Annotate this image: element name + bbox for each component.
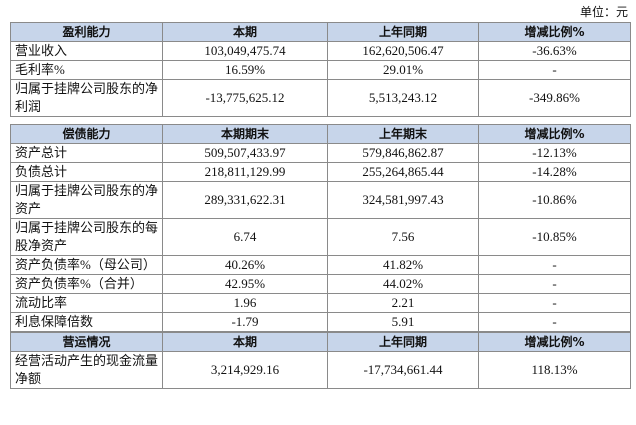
value-cell: 324,581,997.43 (327, 181, 479, 219)
value-cell: -14.28% (478, 162, 631, 182)
header-cell: 增减比例% (478, 124, 631, 144)
header-cell: 上年同期 (327, 22, 479, 42)
value-cell: - (478, 293, 631, 313)
row-label: 资产总计 (10, 143, 163, 163)
data-row: 归属于挂牌公司股东的净利润 -13,775,625.12 5,513,243.12-… (10, 79, 631, 117)
value-cell: -36.63% (478, 41, 631, 61)
value-cell: -1.79 (162, 312, 328, 332)
row-label: 归属于挂牌公司股东的每股净资产 (10, 218, 163, 256)
row-label: 资产负债率%（合并） (10, 274, 163, 294)
value-cell: 5.91 (327, 312, 479, 332)
value-cell: 255,264,865.44 (327, 162, 479, 182)
row-label: 经营活动产生的现金流量净额 (10, 351, 163, 389)
value-cell: -10.85% (478, 218, 631, 256)
row-label: 毛利率% (10, 60, 163, 80)
value-cell: -13,775,625.12 (162, 79, 328, 117)
value-cell: 289,331,622.31 (162, 181, 328, 219)
value-cell: 16.59% (162, 60, 328, 80)
value-cell: 41.82% (327, 255, 479, 275)
value-cell: 103,049,475.74 (162, 41, 328, 61)
header-row: 营运情况 本期 上年同期 增减比例% (10, 332, 631, 352)
value-cell: 6.74 (162, 218, 328, 256)
data-row: 资产总计 509,507,433.97 579,846,862.87 -12.13% (10, 143, 631, 163)
data-row: 利息保障倍数 -1.79 5.91- (10, 312, 631, 332)
value-cell: -17,734,661.44 (327, 351, 479, 389)
row-label: 利息保障倍数 (10, 312, 163, 332)
header-row: 偿债能力 本期期末 上年期末 增减比例% (10, 124, 631, 144)
value-cell: - (478, 274, 631, 294)
value-cell: 579,846,862.87 (327, 143, 479, 163)
row-label: 营业收入 (10, 41, 163, 61)
header-cell: 本期期末 (162, 124, 328, 144)
value-cell: - (478, 255, 631, 275)
value-cell: 29.01% (327, 60, 479, 80)
row-label: 流动比率 (10, 293, 163, 313)
value-cell: -349.86% (478, 79, 631, 117)
value-cell: -10.86% (478, 181, 631, 219)
data-row: 归属于挂牌公司股东的每股净资产 6.74 7.56 -10.85% (10, 218, 631, 256)
data-row: 归属于挂牌公司股东的净资产 289,331,622.31 324,581,997.4… (10, 181, 631, 219)
section-table: 营运情况 本期 上年同期 增减比例% 经营活动产生的现金流量净额 3,214,929.16… (10, 332, 631, 389)
header-cell: 盈利能力 (10, 22, 163, 42)
value-cell: 509,507,433.97 (162, 143, 328, 163)
section-table: 盈利能力 本期 上年同期 增减比例% 营业收入 103,049,475.74 162,620… (10, 22, 631, 117)
data-row: 经营活动产生的现金流量净额 3,214,929.16 -17,734,661.44 1… (10, 351, 631, 389)
data-row: 流动比率 1.96 2.21- (10, 293, 631, 313)
value-cell: 44.02% (327, 274, 479, 294)
value-cell: 118.13% (478, 351, 631, 389)
section-table: 偿债能力 本期期末 上年期末 增减比例% 资产总计 509,507,433.97 579,8… (10, 124, 631, 332)
header-cell: 增减比例% (478, 332, 631, 352)
value-cell: 40.26% (162, 255, 328, 275)
header-cell: 增减比例% (478, 22, 631, 42)
value-cell: 218,811,129.99 (162, 162, 328, 182)
value-cell: 42.95% (162, 274, 328, 294)
row-label: 归属于挂牌公司股东的净资产 (10, 181, 163, 219)
value-cell: 7.56 (327, 218, 479, 256)
row-label: 负债总计 (10, 162, 163, 182)
value-cell: 162,620,506.47 (327, 41, 479, 61)
financial-table: 盈利能力 本期 上年同期 增减比例% 营业收入 103,049,475.74 162,620… (10, 22, 631, 389)
value-cell: - (478, 60, 631, 80)
value-cell: 2.21 (327, 293, 479, 313)
value-cell: 1.96 (162, 293, 328, 313)
header-cell: 上年期末 (327, 124, 479, 144)
row-label: 归属于挂牌公司股东的净利润 (10, 79, 163, 117)
header-row: 盈利能力 本期 上年同期 增减比例% (10, 22, 631, 42)
data-row: 营业收入 103,049,475.74 162,620,506.47 -36.63% (10, 41, 631, 61)
value-cell: - (478, 312, 631, 332)
header-cell: 偿债能力 (10, 124, 163, 144)
header-cell: 本期 (162, 332, 328, 352)
header-cell: 营运情况 (10, 332, 163, 352)
data-row: 毛利率% 16.59% 29.01% - (10, 60, 631, 80)
data-row: 资产负债率%（母公司） 40.26% 41.82% - (10, 255, 631, 275)
data-row: 负债总计 218,811,129.99 255,264,865.44 -14.28% (10, 162, 631, 182)
row-label: 资产负债率%（母公司） (10, 255, 163, 275)
unit-label: 单位：元 (579, 5, 628, 19)
value-cell: 3,214,929.16 (162, 351, 328, 389)
data-row: 资产负债率%（合并） 42.95% 44.02% - (10, 274, 631, 294)
value-cell: -12.13% (478, 143, 631, 163)
header-cell: 本期 (162, 22, 328, 42)
value-cell: 5,513,243.12 (327, 79, 479, 117)
header-cell: 上年同期 (327, 332, 479, 352)
